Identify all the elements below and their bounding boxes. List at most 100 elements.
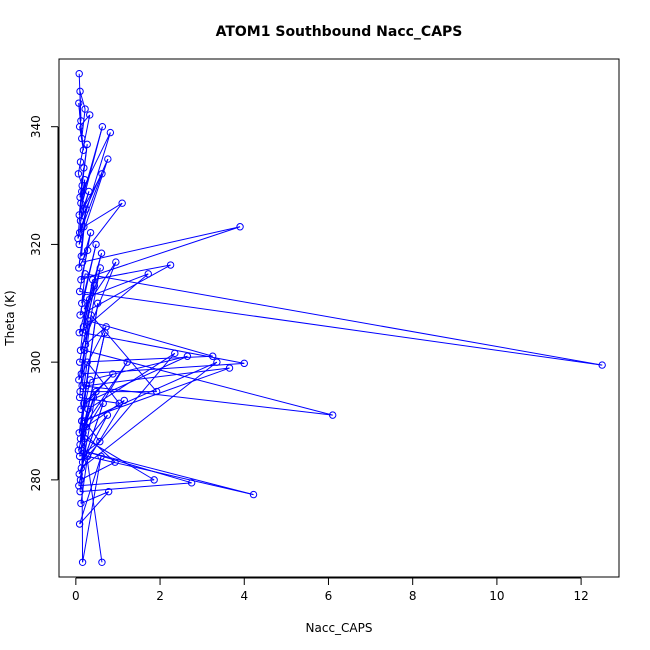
series-segment [81,421,84,563]
data-point [171,349,179,358]
series-segment [82,226,241,263]
series-segment [79,126,84,151]
data-point [83,293,91,302]
data-point [97,452,105,461]
series-segment [83,361,128,428]
data-point [76,217,85,225]
data-point [92,387,100,396]
data-point [98,170,106,178]
data-point [78,187,86,196]
data-point [81,434,89,443]
data-point [83,246,92,255]
data-point [106,128,115,137]
data-point [80,399,88,408]
x-tick-label: 2 [156,589,164,603]
series-segment [77,161,81,174]
data-point [76,346,85,355]
series-segment [80,491,109,504]
data-point [85,187,93,196]
data-point [75,393,84,402]
data-point [187,479,196,487]
series-segment [79,456,102,525]
series-segment [79,114,91,128]
data-point [123,358,131,366]
data-point [81,270,89,278]
data-point [98,558,106,566]
series-segment [80,158,109,222]
series-segment [82,332,245,364]
data-point [97,249,106,257]
x-axis-label: Nacc_CAPS [306,621,373,635]
data-point [150,476,158,484]
data-point [77,405,85,413]
data-point [76,487,84,496]
data-point [120,396,128,405]
series-segment [84,349,333,416]
data-point [83,358,91,366]
data-point [79,146,88,154]
data-point [80,175,89,184]
data-point [80,223,88,231]
data-point [75,376,83,384]
x-tick-label: 10 [489,589,504,603]
series-segment [83,420,101,442]
data-point [75,70,83,78]
data-point [328,411,337,419]
series-segment [83,202,123,228]
series-segment [80,362,88,410]
series-segment [81,420,103,563]
series-segment [88,320,213,357]
series-segment [86,361,120,404]
data-point [98,122,107,131]
data-point [76,158,85,166]
data-point [75,329,83,337]
data-point [81,105,89,113]
x-tick-label: 12 [573,589,588,603]
data-point [83,140,91,149]
series-segment [81,362,245,375]
data-point [236,223,244,231]
series-segment [79,232,92,292]
series-segment [79,350,86,398]
data-point [92,240,100,249]
data-point [82,205,90,213]
data-point [75,122,84,131]
series-segment [77,191,83,239]
y-tick-label: 340 [29,115,43,138]
data-point [78,381,86,390]
series-segment [84,361,218,422]
x-tick-label: 8 [409,589,417,603]
data-point [82,381,91,390]
series-segment [82,456,102,563]
data-point [103,411,112,419]
data-point [94,299,102,307]
series-segment [79,385,87,445]
series-segment [79,244,97,316]
x-tick-label: 4 [240,589,248,603]
series-segment [80,209,87,257]
series-segment [80,226,241,281]
data-point [96,437,104,446]
series-segment [79,264,171,316]
data-point [77,276,85,284]
series-segment [85,273,603,366]
y-axis: 280 300 320 340 [29,115,59,491]
data-point [96,264,104,272]
data-point [78,558,87,566]
data-point [79,329,87,337]
series-segment [78,209,87,245]
y-tick-label: 300 [29,351,43,374]
data-point [99,399,107,408]
series-segment [81,108,86,139]
series-segment [81,132,111,192]
series-segment [83,261,117,310]
data-point [86,376,94,384]
y-tick-label: 320 [29,233,43,256]
plot-frame [58,58,620,578]
data-point [79,205,87,213]
data-point [75,358,84,366]
series-segment [84,438,155,481]
data-point [112,258,120,266]
data-point [78,417,86,425]
